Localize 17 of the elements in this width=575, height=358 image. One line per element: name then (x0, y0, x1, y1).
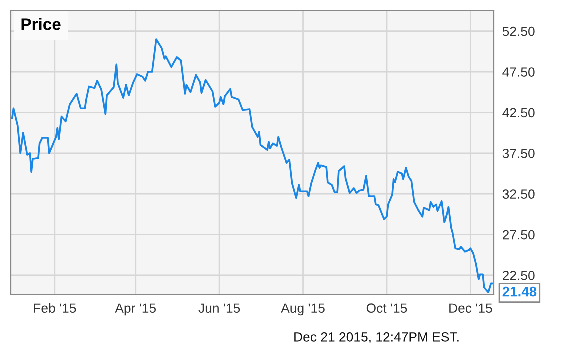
x-tick-label: Feb '15 (34, 303, 76, 314)
x-tick-label: Oct '15 (366, 304, 408, 314)
y-tick-label: 52.50 (502, 26, 535, 36)
y-tick-label: 37.50 (502, 148, 535, 158)
chart-title: Price (22, 18, 61, 30)
x-tick-label: Dec '15 (450, 304, 492, 314)
x-tick-label: Aug '15 (281, 304, 325, 316)
annotation: 21.48 (502, 286, 537, 297)
x-tick-label: Apr '15 (115, 304, 156, 316)
x-tick-label: Jun '15 (198, 304, 240, 314)
line-series (11, 38, 494, 294)
y-tick-label: 22.50 (502, 271, 535, 280)
y-tick-label: 32.50 (502, 190, 535, 200)
text: Dec 21 2015, 12:47PM EST. (294, 332, 459, 344)
y-tick-label: 27.50 (502, 230, 535, 240)
y-tick-label: 47.50 (502, 68, 535, 77)
y-tick-label: 42.50 (502, 108, 535, 118)
